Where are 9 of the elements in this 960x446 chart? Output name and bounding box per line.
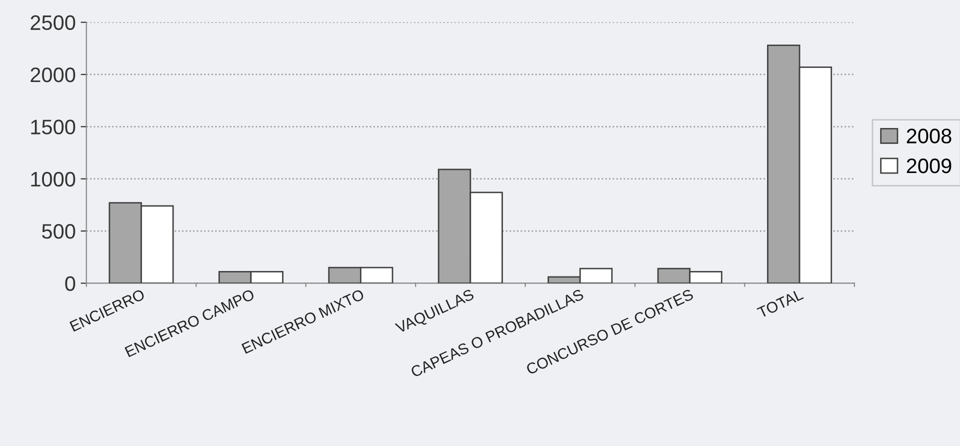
x-tick-label: TOTAL <box>756 288 804 318</box>
y-tick-label: 0 <box>65 276 76 291</box>
y-tick-label: 1500 <box>31 120 76 134</box>
y-tick-label: 2500 <box>30 15 76 30</box>
y-tick-label: 1000 <box>31 172 76 187</box>
y-tick-label: 2000 <box>30 67 76 82</box>
y-tick-label: 500 <box>42 224 76 239</box>
legend-label: 2008 <box>906 128 952 144</box>
legend-label: 2009 <box>906 158 952 174</box>
